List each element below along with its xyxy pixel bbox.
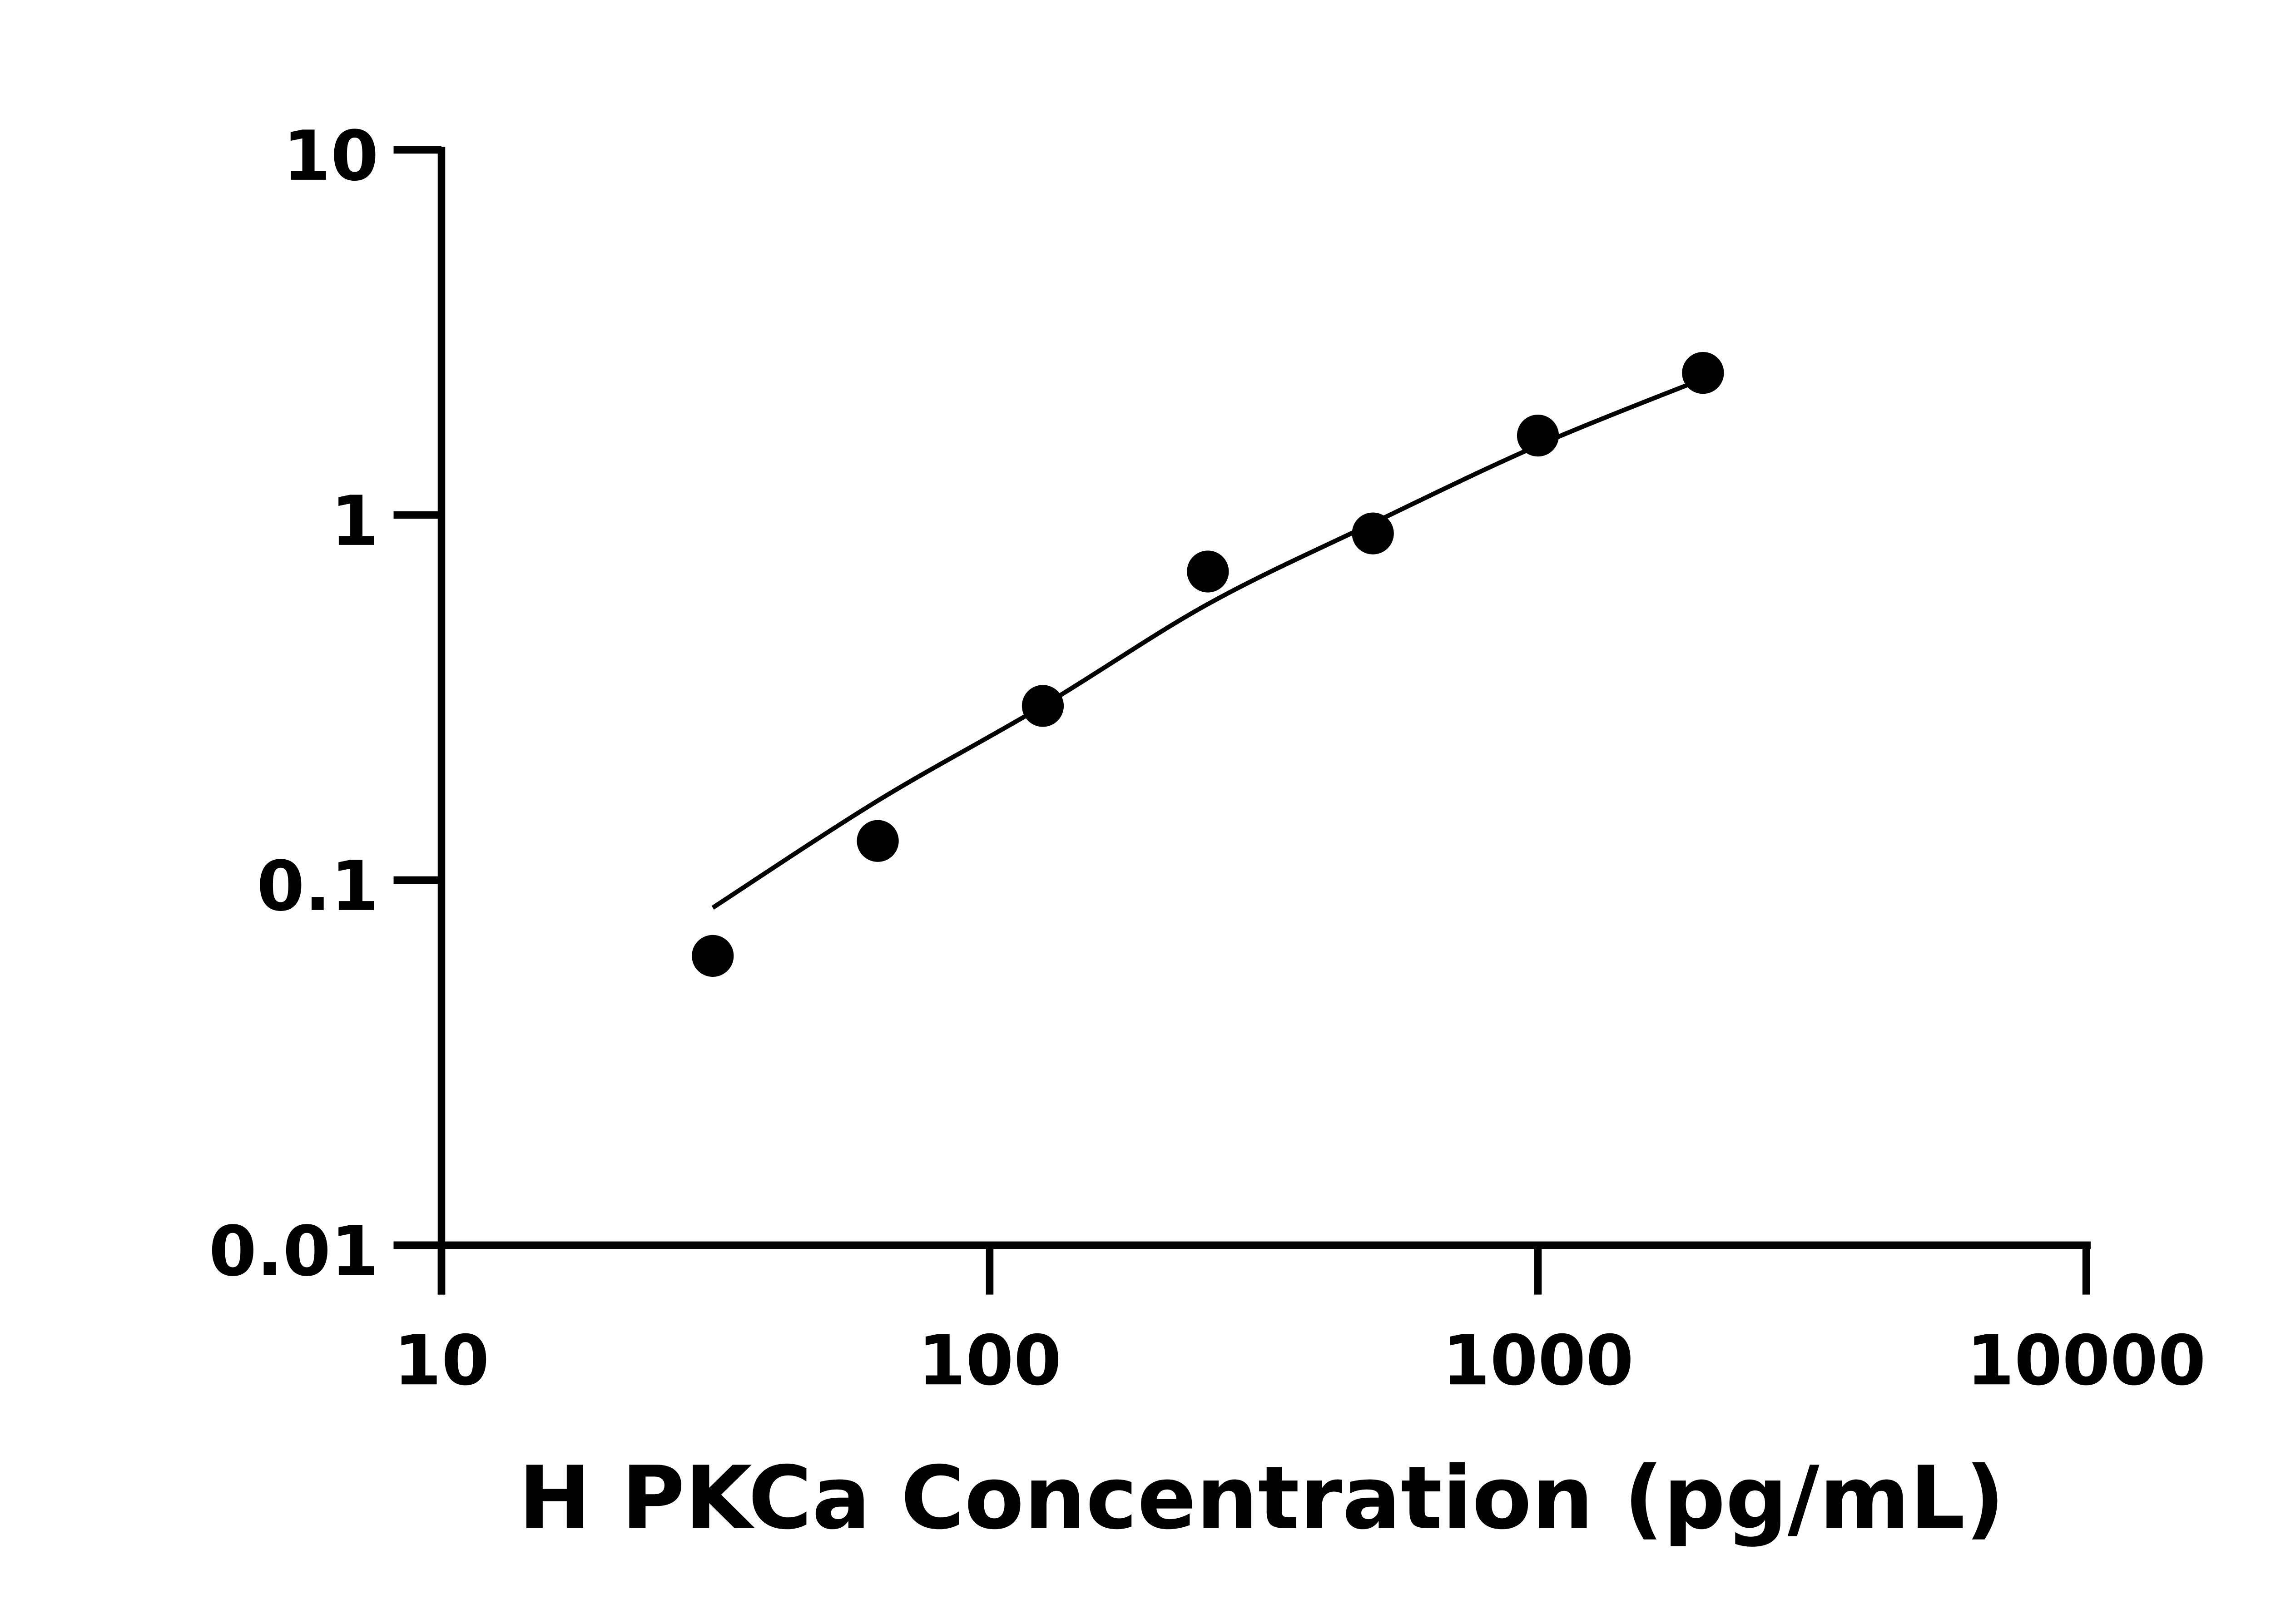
- x-tick-label: 10000: [1966, 1320, 2206, 1401]
- data-point: [1021, 685, 1064, 727]
- x-tick-label: 10: [394, 1320, 490, 1401]
- data-point: [1352, 512, 1394, 555]
- y-tick-label: 10: [283, 116, 379, 196]
- x-tick-label: 1000: [1442, 1320, 1634, 1401]
- y-tick-label: 0.1: [257, 846, 378, 926]
- data-point: [1682, 352, 1724, 394]
- data-point: [1517, 414, 1559, 457]
- data-point: [692, 935, 734, 977]
- y-tick-label: 1: [331, 481, 378, 561]
- y-tick-label: 0.01: [209, 1211, 379, 1292]
- axes: [393, 147, 2091, 1295]
- x-axis-title: H PKCa Concentration (pg/mL): [518, 1448, 2004, 1549]
- data-point: [1187, 550, 1229, 593]
- data-point: [857, 820, 899, 862]
- x-tick-label: 100: [918, 1320, 1061, 1401]
